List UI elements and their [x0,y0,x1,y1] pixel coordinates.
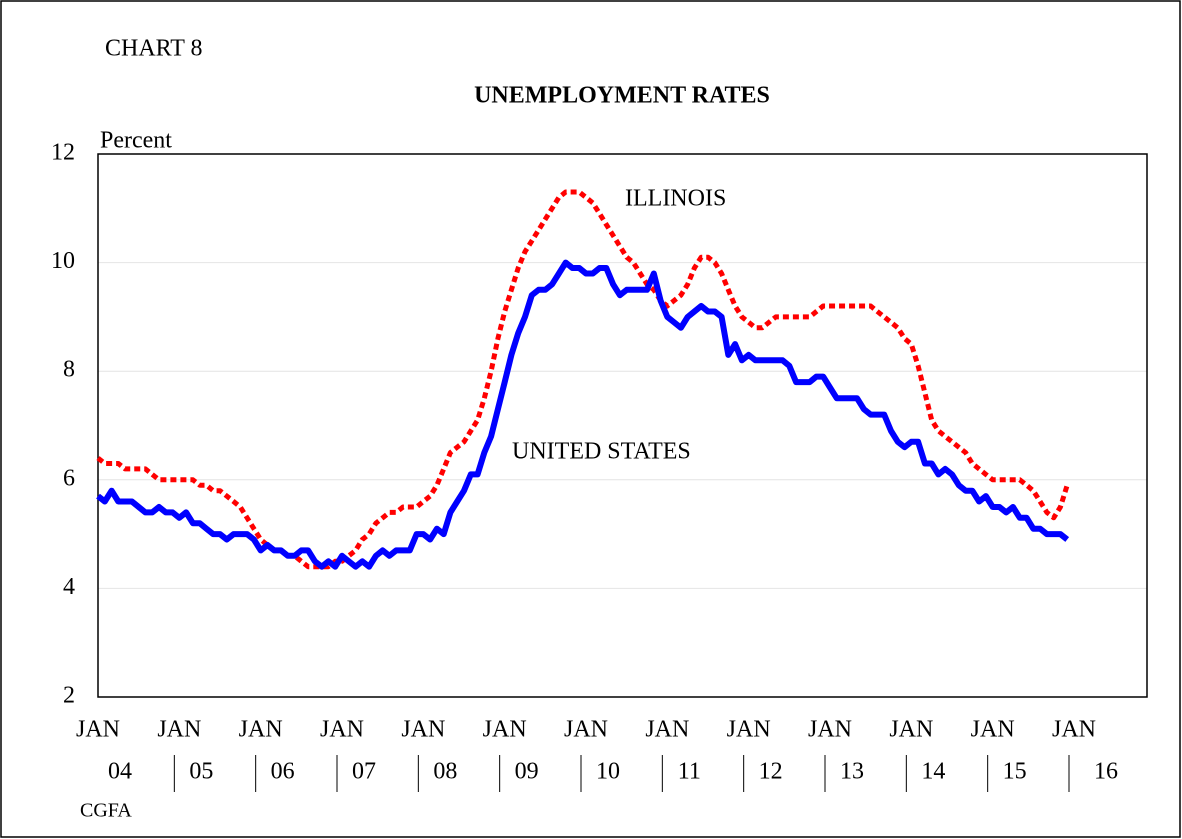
y-tick-label: 2 [63,683,75,709]
series-label: ILLINOIS [625,186,726,212]
x-year-label: 05 [189,759,213,785]
plot-area [97,153,1148,698]
x-tick-label: JAN [971,717,1015,743]
x-tick-label: JAN [564,717,608,743]
x-tick-label: JAN [320,717,364,743]
x-tick-label: JAN [727,717,771,743]
x-tick-label: JAN [889,717,933,743]
x-year-label: 07 [352,759,376,785]
x-year-label: 06 [271,759,295,785]
x-year-label: 13 [840,759,864,785]
x-year-label: 15 [1003,759,1027,785]
y-axis-label: Percent [100,128,172,154]
x-tick-label: JAN [808,717,852,743]
source: CGFA [80,800,132,822]
x-tick-label: JAN [483,717,527,743]
series-line [96,189,1070,570]
series-label: UNITED STATES [512,439,691,465]
x-tick-label: JAN [157,717,201,743]
y-tick-label: 4 [63,574,75,600]
y-tick-label: 8 [63,357,75,383]
x-year-label: 09 [515,759,539,785]
x-year-label: 10 [596,759,620,785]
x-tick-label: JAN [76,717,120,743]
chart-label: CHART 8 [105,36,202,62]
x-year-label: 11 [678,759,701,785]
x-tick-label: JAN [645,717,689,743]
x-year-label: 16 [1094,759,1118,785]
y-tick-label: 6 [63,465,75,491]
x-tick-label: JAN [239,717,283,743]
x-year-label: 04 [108,759,132,785]
x-year-label: 14 [921,759,945,785]
x-year-label: 12 [759,759,783,785]
series-line [96,259,1070,570]
x-year-label: 08 [433,759,457,785]
x-tick-label: JAN [1052,717,1096,743]
y-tick-label: 10 [51,248,75,274]
x-tick-label: JAN [401,717,445,743]
chart-title: UNEMPLOYMENT RATES [474,83,770,109]
y-tick-label: 12 [51,140,75,166]
